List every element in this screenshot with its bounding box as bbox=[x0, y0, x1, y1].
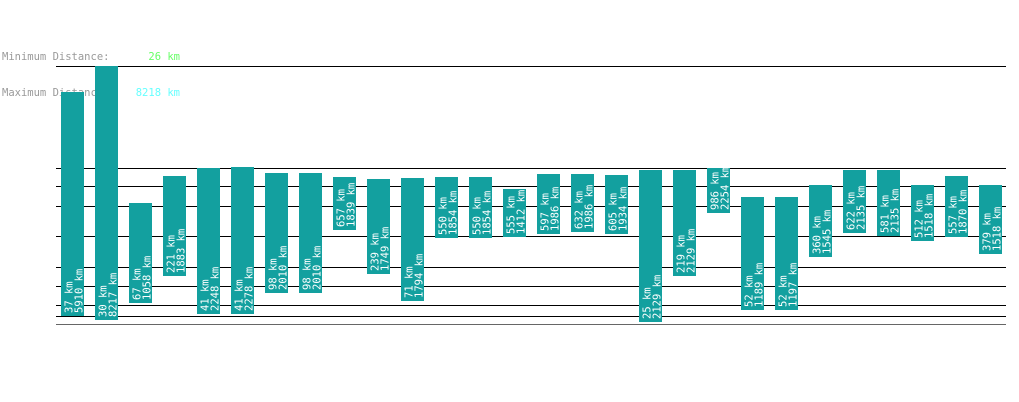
range-bar bbox=[469, 177, 492, 238]
bar-max-label: 1058 km bbox=[142, 256, 154, 300]
range-bar bbox=[231, 167, 254, 314]
range-bar bbox=[503, 189, 526, 237]
bar-min-label: 239 km bbox=[370, 233, 382, 271]
bar-min-label: 605 km bbox=[608, 193, 620, 231]
range-bar bbox=[537, 174, 560, 234]
bar-min-label: 52 km bbox=[744, 275, 756, 307]
bar-min-label: 52 km bbox=[778, 275, 790, 307]
bar-min-label: 30 km bbox=[98, 285, 110, 317]
bar-max-label: 1986 km bbox=[550, 187, 562, 231]
range-bar bbox=[95, 66, 118, 320]
bar-max-label: 2129 km bbox=[686, 229, 698, 273]
range-bar bbox=[197, 168, 220, 314]
bar-max-label: 2248 km bbox=[210, 267, 222, 311]
bar-min-label: 41 km bbox=[234, 279, 246, 311]
bar-min-label: 71 km bbox=[404, 266, 416, 298]
bar-min-label: 557 km bbox=[948, 196, 960, 234]
bar-min-label: 360 km bbox=[812, 216, 824, 254]
bar-min-label: 221 km bbox=[166, 235, 178, 273]
bar-max-label: 1794 km bbox=[414, 254, 426, 298]
bar-min-label: 379 km bbox=[982, 213, 994, 251]
range-bar bbox=[299, 173, 322, 293]
bar-max-label: 1518 km bbox=[924, 194, 936, 238]
range-bar bbox=[571, 174, 594, 232]
bar-max-label: 2254 km bbox=[720, 166, 732, 210]
bar-max-label: 8217 km bbox=[108, 273, 120, 317]
min-distance-value: 26 km bbox=[148, 51, 180, 63]
bar-min-label: 219 km bbox=[676, 235, 688, 273]
min-distance-label: Minimum Distance: bbox=[2, 51, 110, 63]
range-bar bbox=[707, 168, 730, 213]
bar-max-label: 2135 km bbox=[890, 189, 902, 233]
bar-min-label: 555 km bbox=[506, 196, 518, 234]
range-bar bbox=[605, 175, 628, 234]
bar-min-label: 512 km bbox=[914, 200, 926, 238]
range-bar bbox=[673, 170, 696, 276]
bar-max-label: 2129 km bbox=[652, 275, 664, 319]
range-bar bbox=[775, 197, 798, 310]
range-bar bbox=[367, 179, 390, 274]
range-bar bbox=[945, 176, 968, 237]
bar-max-label: 1986 km bbox=[584, 185, 596, 229]
bar-min-label: 37 km bbox=[64, 281, 76, 313]
bar-min-label: 581 km bbox=[880, 195, 892, 233]
bar-min-label: 622 km bbox=[846, 192, 858, 230]
bar-max-label: 1854 km bbox=[448, 191, 460, 235]
bar-min-label: 98 km bbox=[302, 258, 314, 290]
range-bar bbox=[163, 176, 186, 276]
range-bar bbox=[809, 185, 832, 257]
bar-min-label: 632 km bbox=[574, 191, 586, 229]
bar-min-label: 550 km bbox=[472, 197, 484, 235]
bar-max-label: 1934 km bbox=[618, 187, 630, 231]
bar-max-label: 2278 km bbox=[244, 267, 256, 311]
bar-min-label: 98 km bbox=[268, 258, 280, 290]
bar-min-label: 25 km bbox=[642, 287, 654, 319]
bar-max-label: 2010 km bbox=[312, 246, 324, 290]
bar-min-label: 67 km bbox=[132, 268, 144, 300]
bar-min-label: 41 km bbox=[200, 279, 212, 311]
range-bar bbox=[333, 177, 356, 230]
range-bar bbox=[741, 197, 764, 310]
min-distance-row: Minimum Distance: 26 km bbox=[2, 51, 180, 63]
bar-min-label: 657 km bbox=[336, 189, 348, 227]
bar-max-label: 2135 km bbox=[856, 186, 868, 230]
range-bar bbox=[61, 92, 84, 316]
max-distance-value: 8218 km bbox=[135, 87, 180, 99]
bar-max-label: 1839 km bbox=[346, 183, 358, 227]
range-bar bbox=[639, 170, 662, 322]
range-bar bbox=[401, 178, 424, 301]
range-bar bbox=[129, 203, 152, 303]
range-bar bbox=[911, 185, 934, 241]
bar-max-label: 1545 km bbox=[822, 210, 834, 254]
bar-max-label: 1883 km bbox=[176, 229, 188, 273]
bar-max-label: 1749 km bbox=[380, 227, 392, 271]
bar-max-label: 1189 km bbox=[754, 263, 766, 307]
range-bar bbox=[843, 170, 866, 233]
range-bar bbox=[979, 185, 1002, 254]
bar-max-label: 1197 km bbox=[788, 263, 800, 307]
bar-max-label: 1412 km bbox=[516, 190, 528, 234]
bar-min-label: 550 km bbox=[438, 197, 450, 235]
bar-min-label: 597 km bbox=[540, 193, 552, 231]
range-bar bbox=[265, 173, 288, 293]
range-bar bbox=[435, 177, 458, 238]
bar-max-label: 1870 km bbox=[958, 190, 970, 234]
range-bar bbox=[877, 170, 900, 236]
bar-max-label: 1518 km bbox=[992, 207, 1004, 251]
bar-min-label: 986 km bbox=[710, 172, 722, 210]
bar-max-label: 1854 km bbox=[482, 191, 494, 235]
bar-max-label: 2010 km bbox=[278, 246, 290, 290]
bar-max-label: 5910 km bbox=[74, 269, 86, 313]
